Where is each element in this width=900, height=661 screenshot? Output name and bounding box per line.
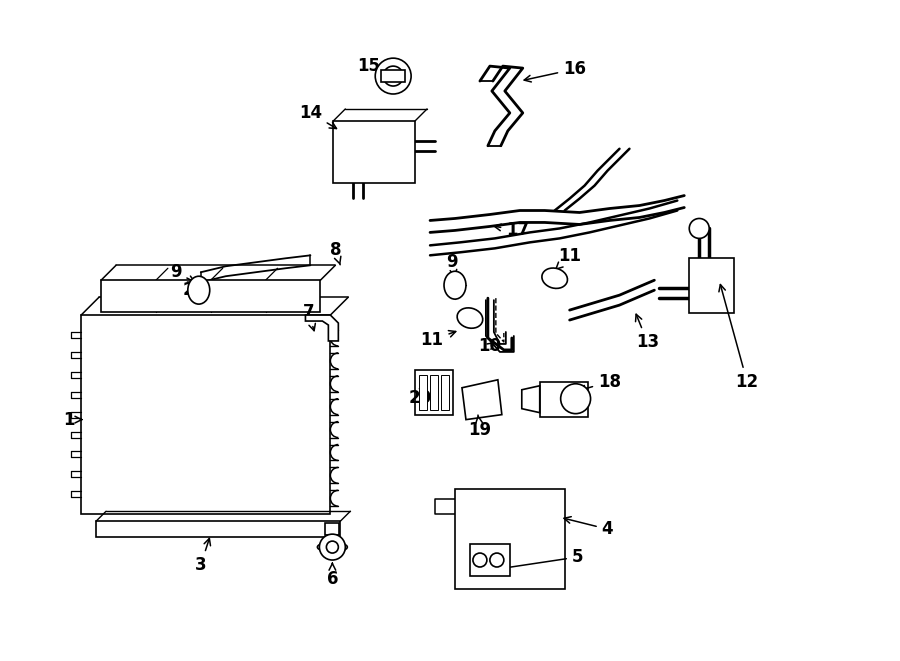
Text: 16: 16 [524,60,586,82]
Circle shape [383,66,403,86]
Polygon shape [522,386,540,412]
Text: 11: 11 [420,330,455,349]
Polygon shape [462,380,502,420]
Text: 10: 10 [479,337,501,355]
Text: 19: 19 [468,415,491,439]
Bar [470,544,509,576]
Text: 9: 9 [446,253,458,277]
Circle shape [490,553,504,567]
Text: 6: 6 [327,563,338,588]
Text: 12: 12 [719,284,759,391]
Circle shape [320,534,346,560]
Text: 8: 8 [329,241,341,265]
Bar [382,70,405,82]
Text: 1: 1 [63,410,82,428]
Circle shape [327,541,338,553]
Text: 17: 17 [494,221,529,239]
Ellipse shape [457,308,482,329]
Text: 2: 2 [183,281,206,299]
Bar [419,375,428,410]
Text: 11: 11 [555,247,581,270]
Polygon shape [305,315,338,341]
Text: 13: 13 [635,314,659,351]
Circle shape [375,58,411,94]
Bar [441,375,449,410]
Ellipse shape [444,271,466,299]
Ellipse shape [542,268,568,288]
Text: 7: 7 [302,303,315,330]
Text: 3: 3 [195,539,211,574]
Circle shape [472,553,487,567]
Circle shape [689,219,709,239]
Text: 5: 5 [502,548,583,570]
Text: 9: 9 [170,263,194,282]
Bar [430,375,438,410]
Text: 4: 4 [564,517,613,538]
Bar [540,382,588,416]
Bar [333,121,415,182]
Bar [96,521,340,537]
Text: 20: 20 [409,383,432,407]
Bar [415,370,453,414]
Circle shape [561,384,590,414]
Ellipse shape [318,542,347,552]
Bar [455,489,564,589]
Text: 14: 14 [299,104,337,128]
Bar [689,258,734,313]
Bar [101,280,320,312]
Text: 15: 15 [356,57,390,83]
Bar [81,315,330,514]
Ellipse shape [188,276,210,304]
Text: 18: 18 [579,373,621,392]
Bar [326,524,339,535]
